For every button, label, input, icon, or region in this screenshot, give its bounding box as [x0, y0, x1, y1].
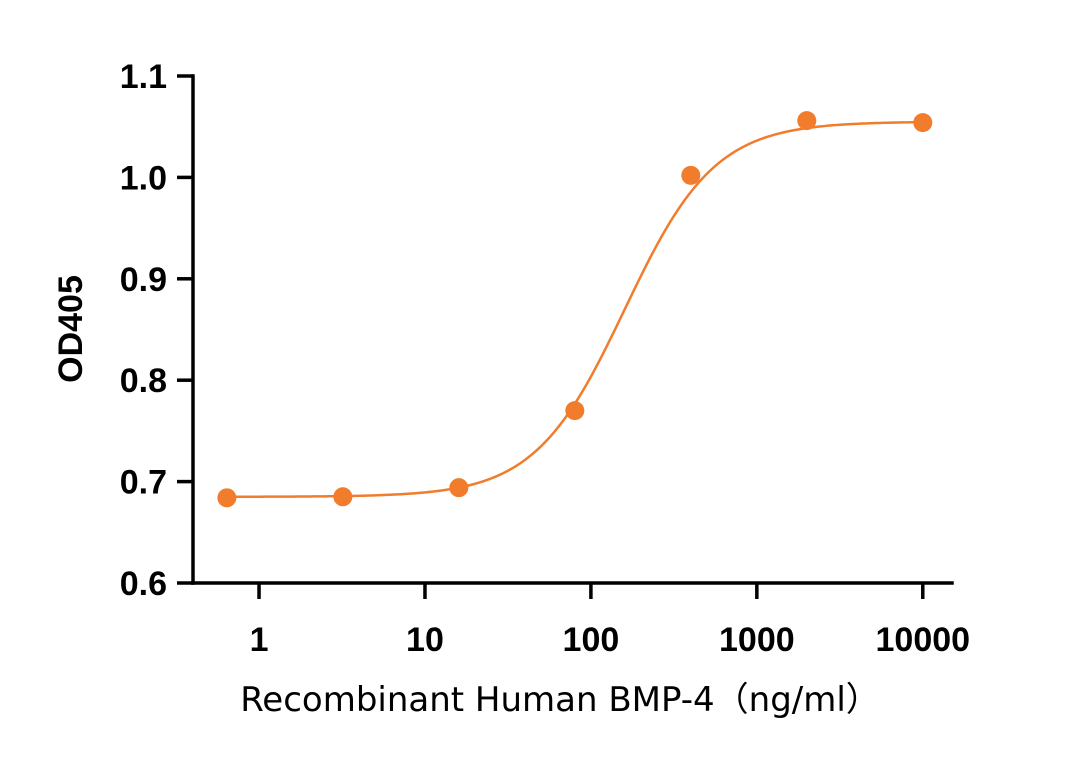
- x-ticks: 1 10 100 1000 10000: [250, 583, 970, 659]
- data-points-layer: [217, 111, 933, 508]
- data-point-0: [217, 488, 237, 508]
- y-ticks: 0.6 0.7 0.8 0.9 1.0 1.1: [120, 58, 193, 603]
- x-tick-label-1: 10: [406, 621, 444, 659]
- data-point-4: [681, 165, 701, 185]
- y-axis-title: OD405: [52, 275, 90, 383]
- x-axis-title: Recombinant Human BMP-4（ng/ml）: [240, 680, 880, 720]
- x-tick-label-2: 100: [563, 621, 620, 659]
- fit-curve-layer: [226, 120, 923, 499]
- y-tick-label-4: 1.0: [120, 159, 167, 197]
- y-tick-label-2: 0.8: [120, 362, 167, 400]
- x-tick-label-3: 1000: [719, 621, 795, 659]
- data-point-6: [913, 113, 933, 133]
- y-tick-label-0: 0.6: [120, 565, 167, 603]
- x-tick-label-4: 10000: [876, 621, 971, 659]
- data-point-2: [449, 478, 469, 498]
- data-point-5: [797, 111, 817, 131]
- y-tick-label-1: 0.7: [120, 464, 167, 502]
- data-point-1: [333, 487, 353, 507]
- axes-layer: [191, 74, 954, 585]
- data-point-3: [565, 401, 585, 421]
- y-tick-label-5: 1.1: [120, 58, 167, 96]
- x-tick-label-0: 1: [250, 621, 269, 659]
- fit-curve-0: [226, 120, 923, 499]
- y-tick-label-3: 0.9: [120, 261, 167, 299]
